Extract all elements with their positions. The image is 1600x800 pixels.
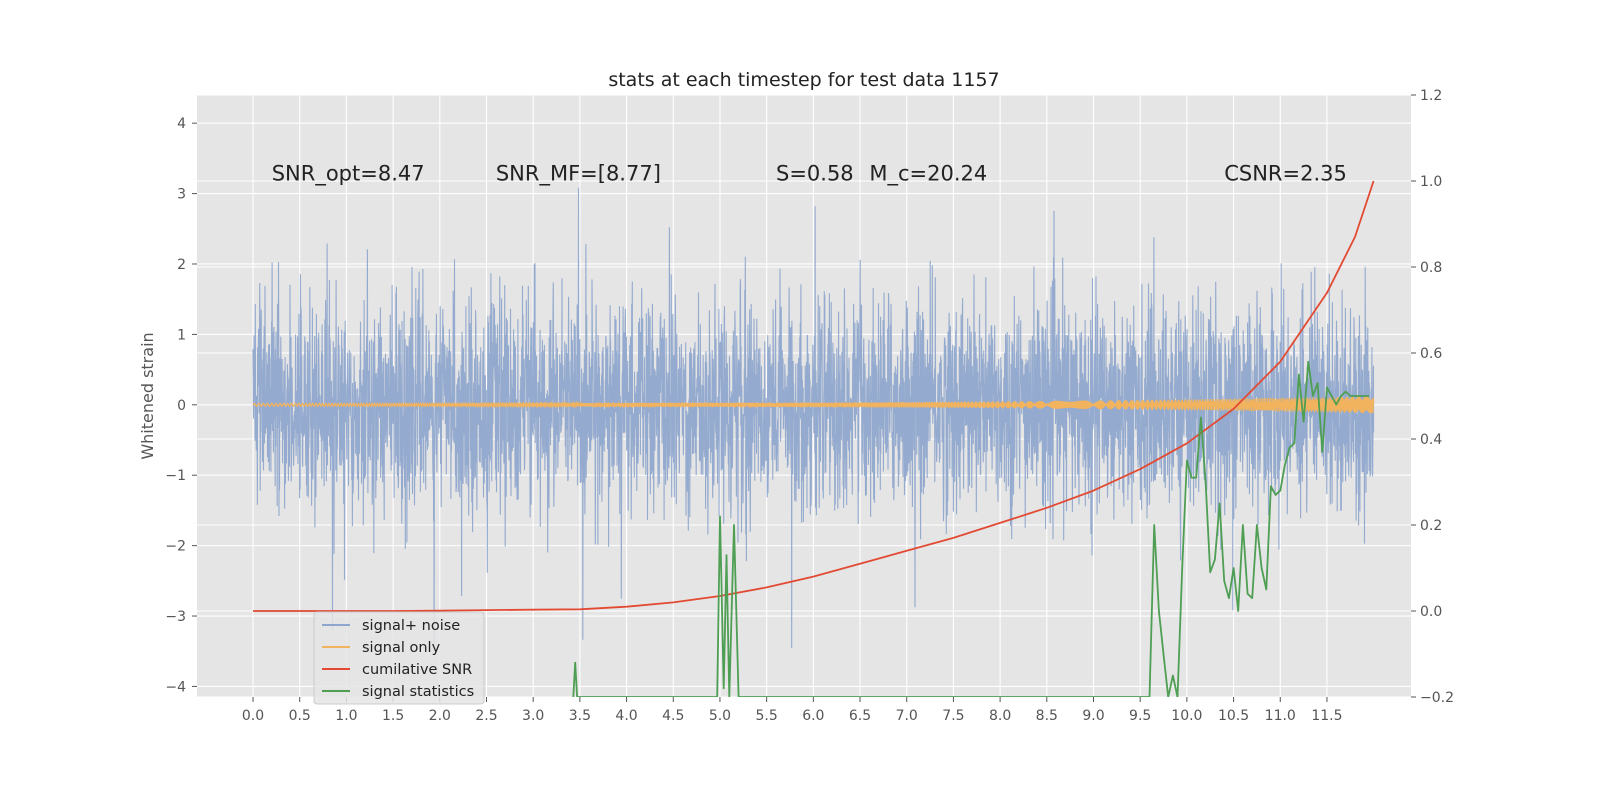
series-line-signal-noise xyxy=(252,187,1375,649)
x-tick-label: 11.5 xyxy=(1311,708,1342,724)
x-tick-label: 3.5 xyxy=(569,708,591,724)
x-tick-label: 0.0 xyxy=(242,708,264,724)
annotation-snr_mf: SNR_MF=[8.77] xyxy=(496,161,661,186)
y2-tick-label: 0.4 xyxy=(1420,432,1442,448)
series-line-signal-only xyxy=(252,396,1375,414)
y-axis-left: −4 −3 −2 −1 0 1 2 3 4 xyxy=(165,116,197,695)
series-line-signal-statistics xyxy=(572,360,1369,697)
y-tick-label: −3 xyxy=(165,609,186,625)
legend-label: signal statistics xyxy=(362,684,474,700)
x-tick-label: 2.0 xyxy=(429,708,451,724)
x-tick-label: 9.5 xyxy=(1129,708,1151,724)
series-line-cumilative-snr xyxy=(253,180,1375,612)
y-axis-label: Whitened strain xyxy=(138,332,157,459)
annotation-csnr: CSNR=2.35 xyxy=(1224,161,1347,185)
x-tick-label: 1.0 xyxy=(335,708,357,724)
x-tick-label: 8.0 xyxy=(989,708,1011,724)
x-tick-label: 10.0 xyxy=(1171,708,1202,724)
y-tick-label: 2 xyxy=(177,257,186,273)
legend-label: signal only xyxy=(362,640,441,656)
x-axis: 0.0 0.5 1.0 1.5 2.0 2.5 3.0 3.5 4.0 4.5 5.0 5.5 6.0 6… xyxy=(242,697,1343,724)
x-tick-label: 5.0 xyxy=(709,708,731,724)
legend-label: signal+ noise xyxy=(362,618,460,634)
y2-tick-label: −0.2 xyxy=(1420,690,1454,706)
x-tick-label: 10.5 xyxy=(1218,708,1249,724)
x-tick-label: 8.5 xyxy=(1036,708,1058,724)
x-tick-label: 1.5 xyxy=(382,708,404,724)
x-tick-label: 6.0 xyxy=(802,708,824,724)
y2-tick-label: 1.0 xyxy=(1420,174,1442,190)
legend-box xyxy=(313,611,485,705)
x-tick-label: 6.5 xyxy=(849,708,871,724)
x-tick-label: 5.5 xyxy=(756,708,778,724)
x-tick-label: 9.0 xyxy=(1082,708,1104,724)
y2-tick-label: 1.2 xyxy=(1420,88,1442,104)
x-tick-label: 4.0 xyxy=(615,708,637,724)
y2-tick-label: 0.0 xyxy=(1420,604,1442,620)
annotations: SNR_opt=8.47 SNR_MF=[8.77] S=0.58 M_c=20.24… xyxy=(272,161,1347,186)
chart-title: stats at each timestep for test data 115… xyxy=(608,69,999,91)
x-tick-label: 7.0 xyxy=(896,708,918,724)
y-tick-label: 1 xyxy=(177,327,186,343)
y2-tick-label: 0.6 xyxy=(1420,346,1442,362)
x-tick-label: 7.5 xyxy=(942,708,964,724)
series-layer xyxy=(252,180,1375,697)
y-tick-label: 0 xyxy=(177,398,186,414)
y-tick-label: −2 xyxy=(165,539,186,555)
y-tick-label: −1 xyxy=(165,468,186,484)
y-tick-label: 3 xyxy=(177,187,186,203)
y-tick-label: −4 xyxy=(165,679,186,695)
annotation-snr_opt: SNR_opt=8.47 xyxy=(272,161,425,186)
y-axis-right: −0.2 0.0 0.2 0.4 0.6 0.8 1.0 1.2 xyxy=(1411,88,1454,706)
legend-label: cumilative SNR xyxy=(362,662,472,678)
x-tick-label: 3.0 xyxy=(522,708,544,724)
x-tick-label: 2.5 xyxy=(475,708,497,724)
x-tick-label: 4.5 xyxy=(662,708,684,724)
x-tick-label: 11.0 xyxy=(1265,708,1296,724)
y2-tick-label: 0.8 xyxy=(1420,260,1442,276)
legend: signal+ noise signal only cumilative SNR si… xyxy=(313,611,485,705)
y2-tick-label: 0.2 xyxy=(1420,518,1442,534)
annotation-s_value: S=0.58 xyxy=(776,161,854,185)
y-tick-label: 4 xyxy=(177,116,186,132)
annotation-mc_value: M_c=20.24 xyxy=(869,161,987,186)
x-tick-label: 0.5 xyxy=(289,708,311,724)
